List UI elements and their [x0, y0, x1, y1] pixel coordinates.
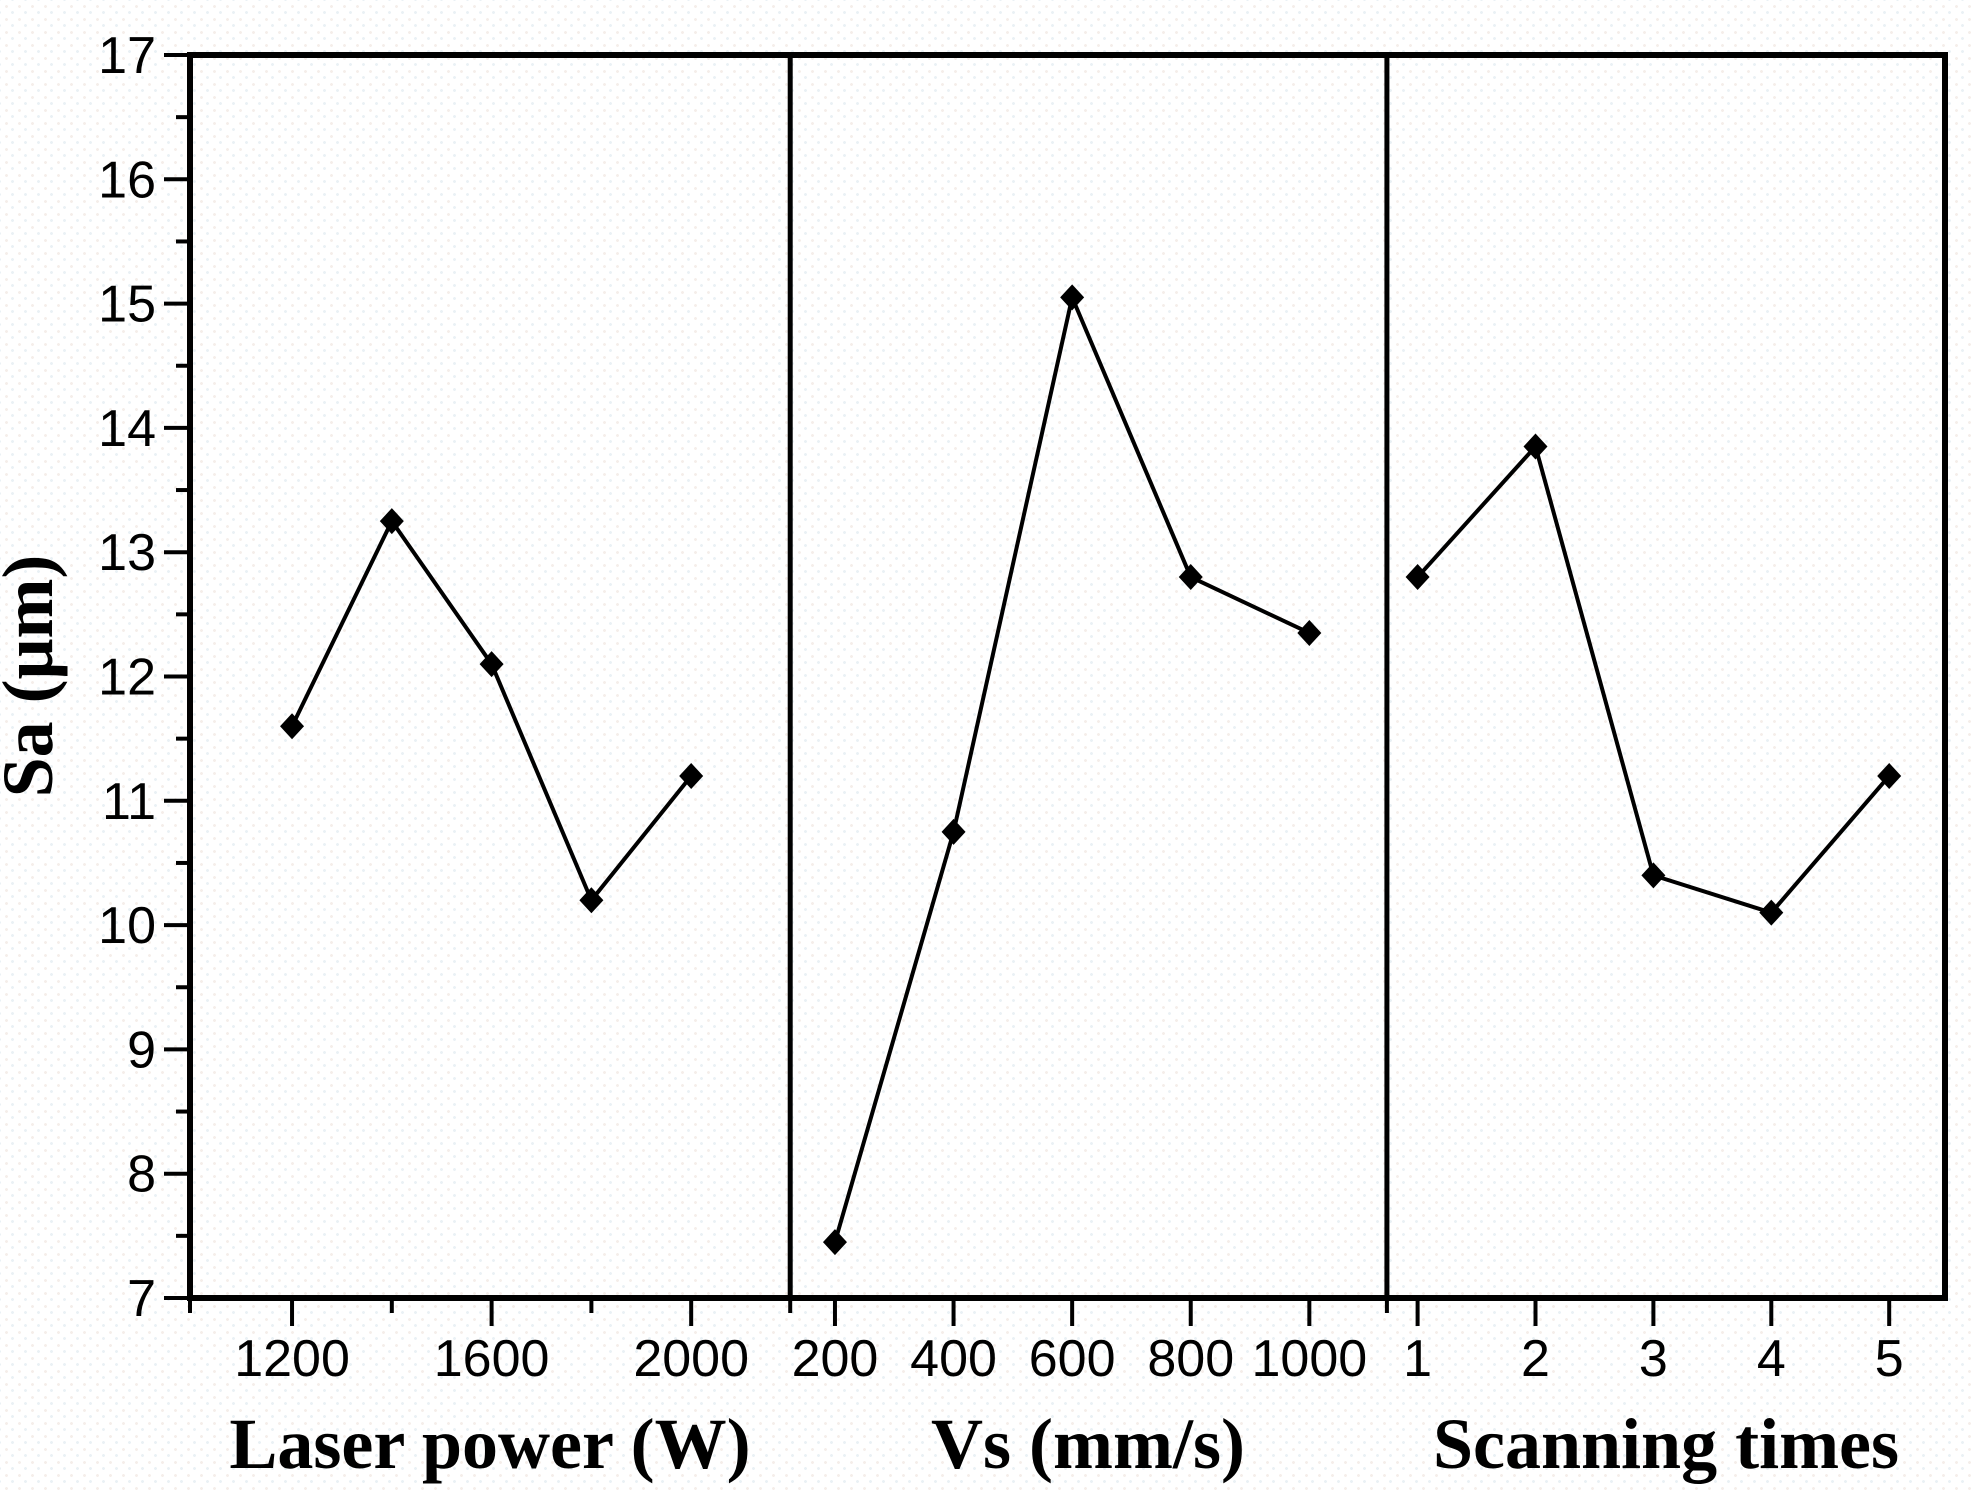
x-tick-label: 2	[1521, 1330, 1550, 1388]
y-axis-title: Sa (μm)	[0, 555, 68, 798]
x-axis-title-vs: Vs (mm/s)	[931, 1404, 1245, 1484]
data-point-marker	[1060, 284, 1085, 311]
data-point-marker	[822, 1229, 847, 1256]
data-point-marker	[1297, 619, 1322, 646]
y-tick-label: 10	[98, 897, 156, 955]
y-tick-label: 14	[98, 400, 156, 458]
x-axis-title-scanning-times: Scanning times	[1433, 1404, 1899, 1484]
data-point-marker	[1759, 899, 1784, 926]
x-tick-label: 2000	[633, 1330, 749, 1388]
x-tick-label: 600	[1029, 1330, 1116, 1388]
x-tick-label: 400	[910, 1330, 997, 1388]
y-tick-label: 11	[102, 773, 156, 831]
x-tick-label: 3	[1639, 1330, 1668, 1388]
x-tick-label: 4	[1757, 1330, 1786, 1388]
y-tick-label: 7	[127, 1270, 156, 1328]
y-tick-label: 17	[98, 27, 156, 85]
data-point-marker	[679, 762, 704, 789]
data-point-marker	[1405, 564, 1430, 591]
x-tick-label: 1200	[234, 1330, 350, 1388]
x-axis-title-laser-power: Laser power (W)	[229, 1404, 750, 1484]
x-tick-label: 200	[792, 1330, 879, 1388]
x-tick-label: 1	[1403, 1330, 1432, 1388]
y-tick-label: 15	[98, 276, 156, 334]
y-tick-label: 13	[98, 524, 156, 582]
data-point-marker	[1877, 762, 1902, 789]
x-tick-label: 5	[1875, 1330, 1904, 1388]
x-tick-label: 800	[1147, 1330, 1234, 1388]
data-point-marker	[479, 651, 504, 678]
data-point-marker	[579, 887, 604, 914]
data-point-marker	[280, 713, 305, 740]
data-point-marker	[941, 818, 966, 845]
series-line	[290, 519, 693, 903]
plot-border	[187, 52, 1948, 1301]
data-point-marker	[1641, 862, 1666, 889]
data-point-marker	[379, 508, 404, 535]
data-point-marker	[1178, 564, 1203, 591]
series-line	[1416, 444, 1891, 915]
y-tick-label: 9	[127, 1021, 156, 1079]
x-tick-label: 1000	[1251, 1330, 1367, 1388]
y-tick-label: 8	[127, 1146, 156, 1204]
y-tick-label: 16	[98, 151, 156, 209]
y-tick-label: 12	[98, 649, 156, 707]
data-point-marker	[1523, 433, 1548, 460]
x-tick-label: 1600	[434, 1330, 550, 1388]
series-line	[833, 295, 1311, 1243]
